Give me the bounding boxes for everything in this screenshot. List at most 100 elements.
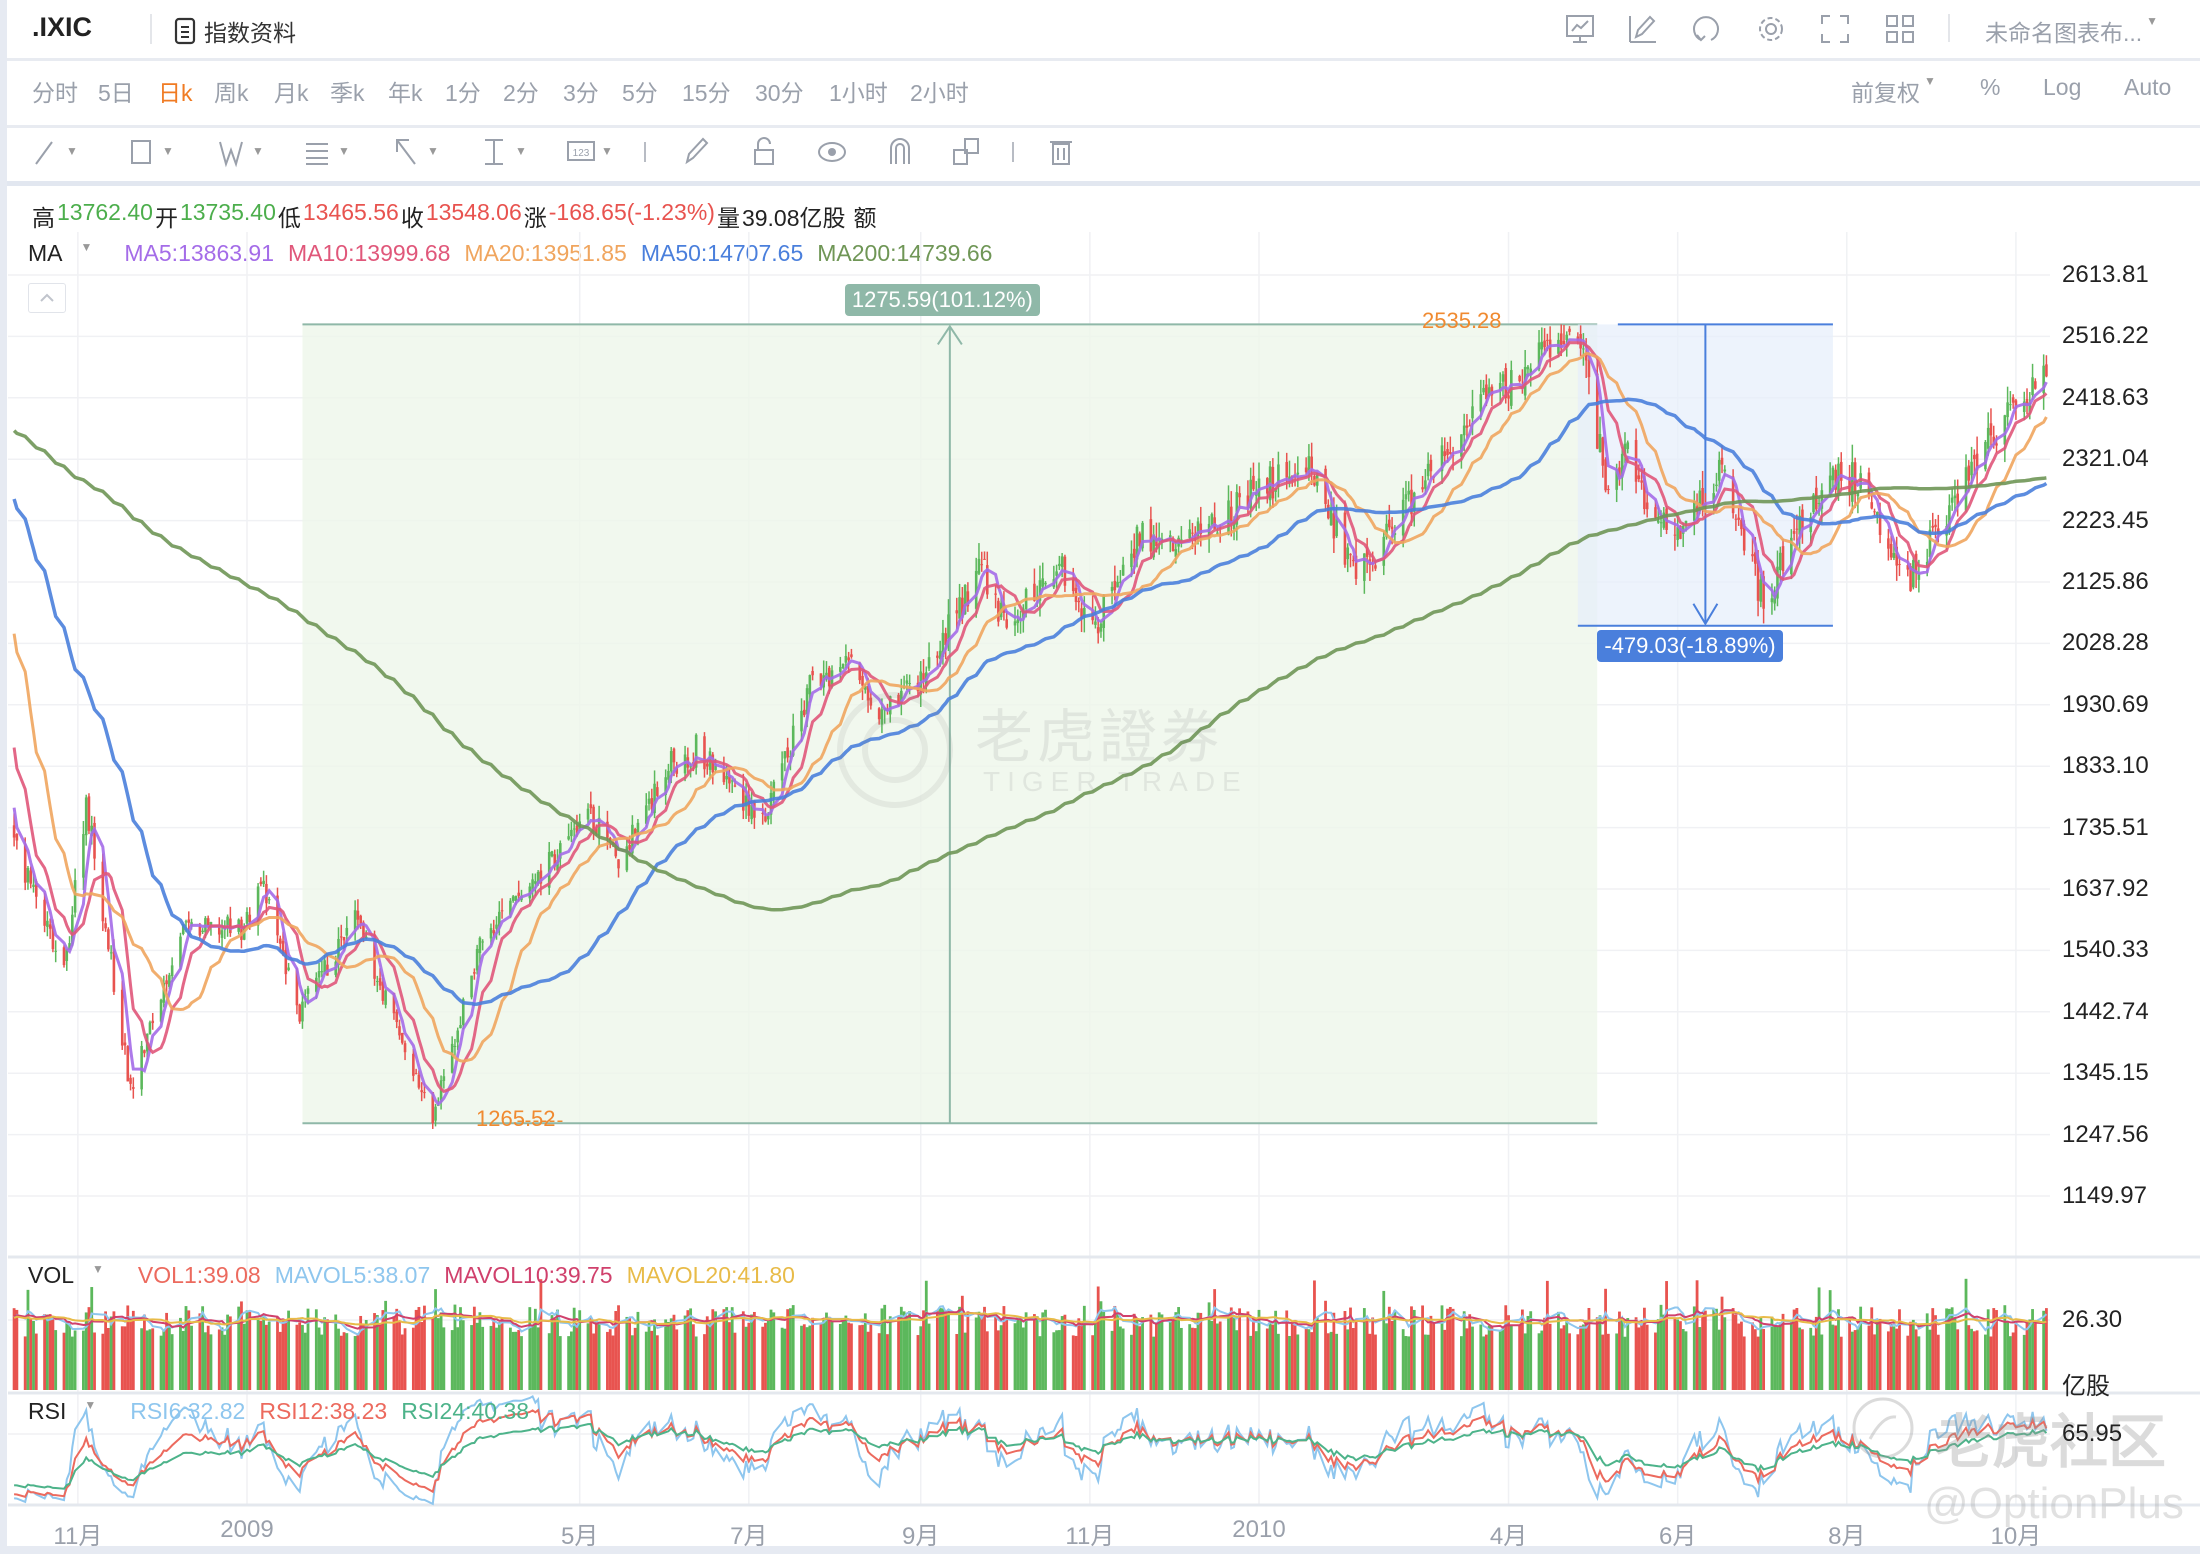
- candle-body: [556, 860, 559, 871]
- grid-layout-icon[interactable]: [1883, 12, 1917, 46]
- chart-icon[interactable]: [1563, 12, 1597, 46]
- volume-bar: [1911, 1319, 1915, 1390]
- lock-button[interactable]: [748, 134, 792, 170]
- rsi-selector[interactable]: RSI ▼: [28, 1398, 110, 1425]
- volume-bar: [1548, 1323, 1552, 1390]
- volume-bar: [1756, 1336, 1760, 1390]
- candle-body: [1931, 525, 1935, 528]
- volume-bar: [226, 1314, 229, 1390]
- candle-body: [1013, 621, 1017, 626]
- line-tool-button[interactable]: ▼: [30, 134, 78, 170]
- candle-body: [206, 918, 210, 926]
- candle-body: [866, 686, 870, 701]
- edit-icon[interactable]: [1626, 12, 1660, 46]
- volume-bar: [1033, 1314, 1036, 1390]
- candle-body: [963, 584, 967, 615]
- volume-bar: [1412, 1309, 1416, 1390]
- volume-bar: [830, 1321, 834, 1390]
- gear-icon[interactable]: [1754, 12, 1788, 46]
- percent-toggle[interactable]: %: [1980, 74, 2001, 100]
- candle-body: [1995, 443, 1998, 446]
- pencil-button[interactable]: [679, 134, 723, 170]
- candle-body: [1099, 623, 1103, 632]
- volume-bar: [1692, 1306, 1696, 1390]
- period-tab[interactable]: 周k: [214, 80, 249, 106]
- date-tick-label: 8月: [1828, 1523, 1866, 1550]
- candle: [653, 770, 656, 819]
- collapse-button[interactable]: [28, 283, 66, 313]
- candle: [1873, 508, 1876, 516]
- close-value: 13548.06: [425, 199, 522, 225]
- volume-bar: [1681, 1328, 1685, 1390]
- period-tab[interactable]: 15分: [682, 80, 731, 106]
- candle: [1365, 537, 1369, 574]
- adjust-selector[interactable]: 前复权 ▼: [1851, 74, 1936, 108]
- period-tab[interactable]: 季k: [330, 80, 365, 106]
- candle: [284, 941, 288, 985]
- volume-bar: [298, 1322, 302, 1390]
- auto-toggle[interactable]: Auto: [2124, 74, 2172, 100]
- period-tab[interactable]: 1分: [445, 80, 481, 106]
- wave-tool-button[interactable]: ▼: [216, 134, 264, 170]
- volume-bar: [375, 1315, 379, 1390]
- volume-bar: [356, 1335, 360, 1390]
- vol-selector[interactable]: VOL ▼: [28, 1262, 118, 1289]
- volume-bar: [345, 1333, 349, 1390]
- clone-button[interactable]: [950, 134, 994, 170]
- fibonacci-tool-button[interactable]: ▼: [302, 134, 350, 170]
- volume-bar: [683, 1315, 687, 1390]
- index-info-button[interactable]: 指数资料: [174, 14, 296, 48]
- log-toggle[interactable]: Log: [2043, 74, 2082, 100]
- date-tick-label: 5月: [561, 1523, 599, 1550]
- undo-icon[interactable]: [1689, 12, 1723, 46]
- caret-down-icon: ▼: [84, 1398, 97, 1412]
- period-tab[interactable]: 5日: [98, 80, 134, 106]
- period-tab[interactable]: 日k: [158, 80, 193, 106]
- period-tab[interactable]: 3分: [563, 80, 599, 106]
- volume-bar: [1537, 1333, 1541, 1390]
- volume-bar: [148, 1329, 152, 1390]
- arrow-tool-button[interactable]: ▼: [391, 134, 439, 170]
- candle: [132, 1077, 135, 1099]
- candle-body: [511, 896, 515, 901]
- period-tab[interactable]: 2分: [503, 80, 539, 106]
- magnet-button[interactable]: [884, 134, 928, 170]
- period-tab[interactable]: 30分: [755, 80, 804, 106]
- label-tool-button[interactable]: 123 ▼: [565, 134, 613, 170]
- price-range-tool-button[interactable]: ▼: [479, 134, 527, 170]
- period-tab[interactable]: 1小时: [829, 80, 888, 106]
- period-tab[interactable]: 2小时: [910, 80, 969, 106]
- volume-bar: [1964, 1278, 1968, 1390]
- volume-bar: [470, 1325, 473, 1390]
- layout-selector[interactable]: 未命名图表布... ▼: [1985, 14, 2158, 48]
- volume-bar: [1116, 1312, 1119, 1390]
- volume-bar: [1956, 1329, 1960, 1390]
- volume-bar: [1152, 1336, 1156, 1390]
- candle-body: [1504, 367, 1508, 399]
- volume-bar: [869, 1324, 873, 1390]
- candle: [1426, 452, 1430, 481]
- price-tick-label: 2223.45: [2062, 506, 2149, 534]
- candle: [1792, 517, 1796, 541]
- candle-body: [1249, 479, 1252, 509]
- period-tab[interactable]: 月k: [274, 80, 309, 106]
- volume-bar: [248, 1311, 252, 1390]
- period-tab[interactable]: 年k: [388, 80, 423, 106]
- trash-button[interactable]: [1045, 134, 1089, 170]
- period-tab[interactable]: 5分: [622, 80, 658, 106]
- volume-bar: [492, 1318, 496, 1390]
- volume-bar: [395, 1308, 399, 1390]
- ma-selector[interactable]: MA ▼: [28, 240, 106, 267]
- period-tab[interactable]: 分时: [32, 80, 78, 106]
- eye-button[interactable]: [816, 134, 860, 170]
- rectangle-tool-button[interactable]: ▼: [126, 134, 174, 170]
- volume-bar: [334, 1314, 338, 1390]
- volume-bar: [728, 1322, 731, 1390]
- fullscreen-icon[interactable]: [1818, 12, 1852, 46]
- volume-bar: [439, 1312, 443, 1390]
- volume-bar: [905, 1315, 909, 1390]
- candle-body: [1856, 492, 1860, 497]
- candle-body: [575, 825, 579, 836]
- volume-bar: [1595, 1317, 1599, 1390]
